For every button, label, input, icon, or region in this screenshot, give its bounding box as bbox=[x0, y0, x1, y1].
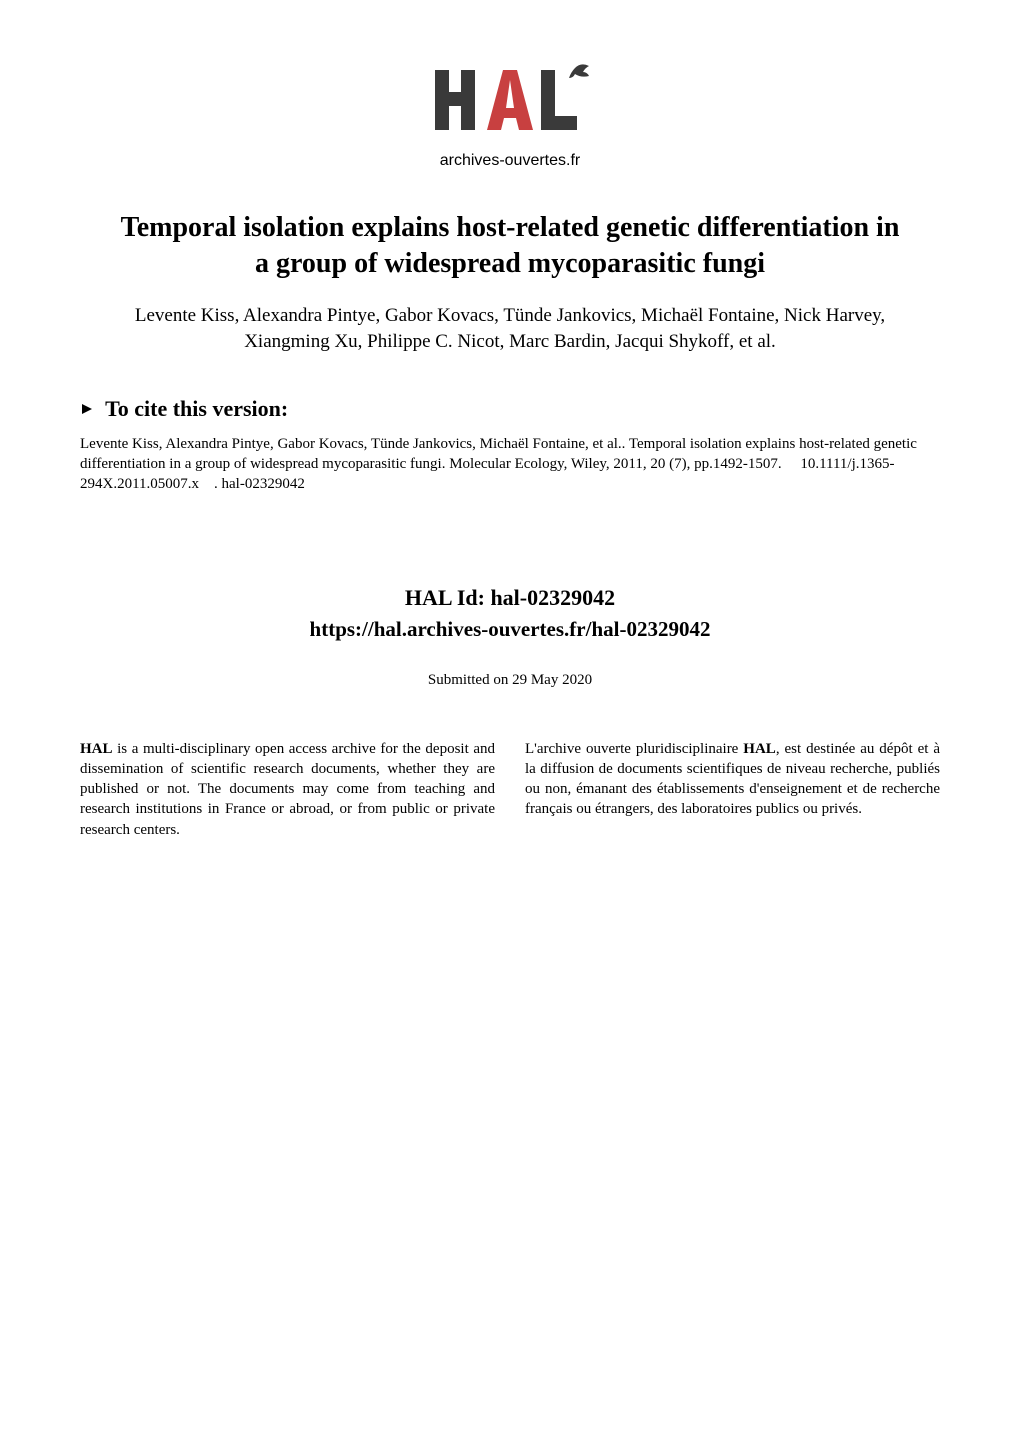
left-first-word: HAL bbox=[80, 741, 113, 757]
hal-url: https://hal.archives-ouvertes.fr/hal-023… bbox=[80, 617, 940, 642]
right-first-word: HAL bbox=[743, 741, 776, 757]
description-right: L'archive ouverte pluridisciplinaire HAL… bbox=[525, 739, 940, 840]
paper-title: Temporal isolation explains host-related… bbox=[120, 210, 900, 283]
hal-id: HAL Id: hal-02329042 bbox=[80, 585, 940, 611]
hal-logo: archives-ouvertes.fr bbox=[80, 60, 940, 170]
hal-id-section: HAL Id: hal-02329042 https://hal.archive… bbox=[80, 585, 940, 642]
description-columns: HAL is a multi-disciplinary open access … bbox=[80, 739, 940, 840]
cite-heading: To cite this version: bbox=[80, 396, 940, 422]
hal-logo-graphic: archives-ouvertes.fr bbox=[425, 60, 595, 170]
cite-section: To cite this version: Levente Kiss, Alex… bbox=[80, 396, 940, 495]
cite-arrow-icon bbox=[80, 396, 94, 422]
submitted-date: Submitted on 29 May 2020 bbox=[80, 672, 940, 689]
left-rest: is a multi-disciplinary open access arch… bbox=[80, 741, 495, 838]
description-left: HAL is a multi-disciplinary open access … bbox=[80, 739, 495, 840]
hal-logo-text: archives-ouvertes.fr bbox=[425, 152, 595, 170]
cite-heading-text: To cite this version: bbox=[105, 396, 288, 421]
right-prefix: L'archive ouverte pluridisciplinaire bbox=[525, 741, 743, 757]
paper-authors: Levente Kiss, Alexandra Pintye, Gabor Ko… bbox=[120, 303, 900, 356]
cite-body: Levente Kiss, Alexandra Pintye, Gabor Ko… bbox=[80, 434, 940, 495]
